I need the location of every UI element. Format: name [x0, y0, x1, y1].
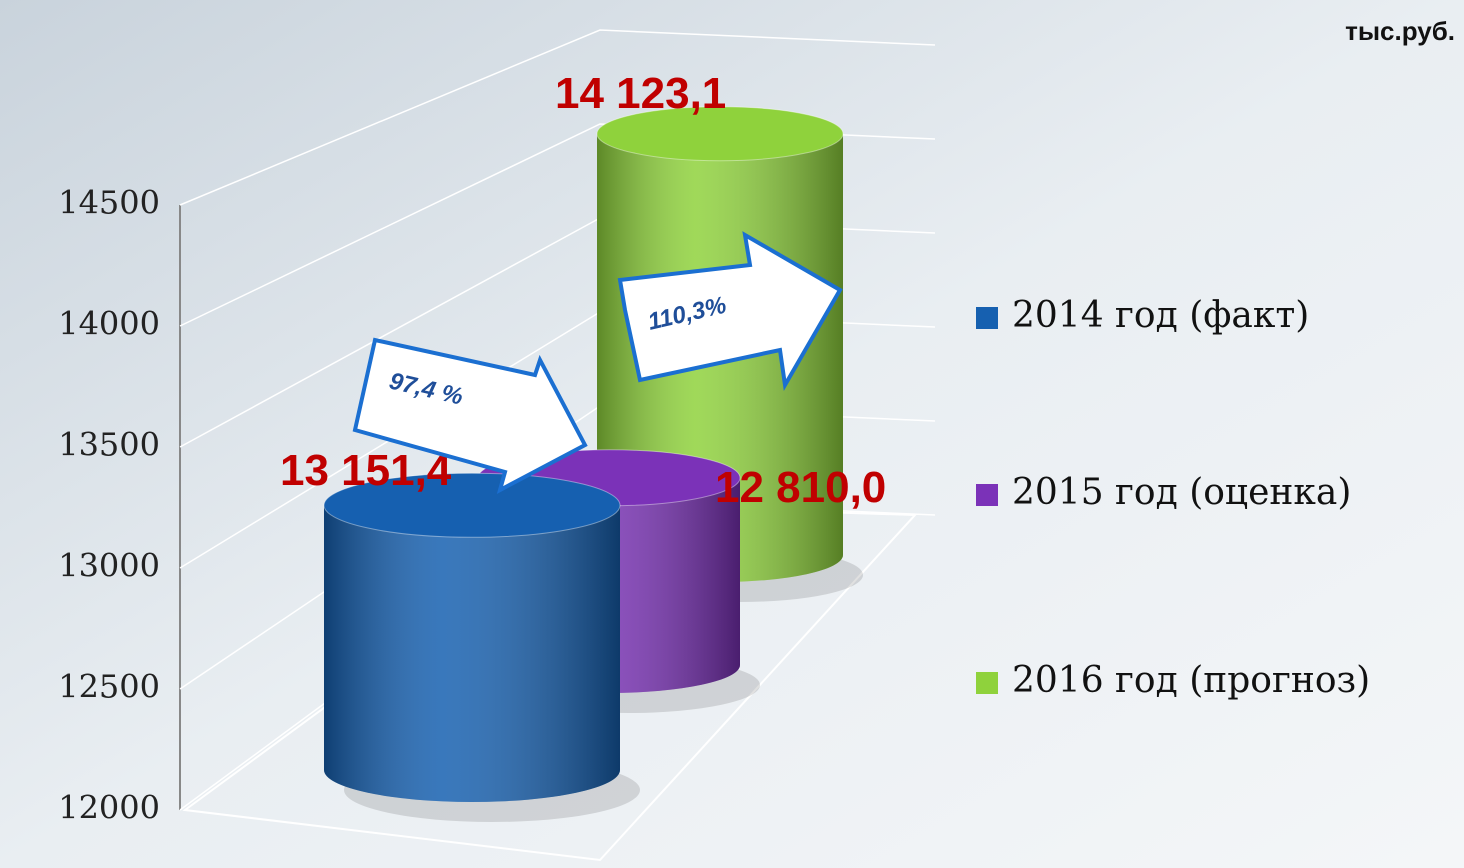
y-tick-label: 12000	[58, 789, 160, 827]
grid-line	[179, 29, 936, 206]
cylinder	[323, 472, 621, 802]
value-label: 13 151,4	[280, 446, 452, 495]
legend-swatch	[976, 672, 998, 694]
unit-label: тыс.руб.	[1345, 16, 1455, 46]
legend-label: 2014 год (факт)	[1012, 295, 1309, 336]
value-label: 12 810,0	[715, 463, 886, 512]
y-tick-label: 13000	[58, 547, 160, 585]
legend-label: 2016 год (прогноз)	[1012, 660, 1370, 701]
y-tick-label: 13500	[58, 426, 160, 464]
bar-shading	[324, 505, 620, 802]
legend-label: 2015 год (оценка)	[1012, 472, 1351, 513]
y-tick-label: 14500	[58, 184, 160, 222]
bar-top	[323, 472, 621, 538]
legend-swatch	[976, 484, 998, 506]
legend-swatch	[976, 307, 998, 329]
bar-top	[596, 106, 844, 162]
y-tick-label: 12500	[58, 668, 160, 706]
value-label: 14 123,1	[555, 69, 726, 118]
arrow	[617, 231, 843, 392]
arrow	[352, 337, 588, 494]
y-tick-label: 14000	[58, 305, 160, 343]
